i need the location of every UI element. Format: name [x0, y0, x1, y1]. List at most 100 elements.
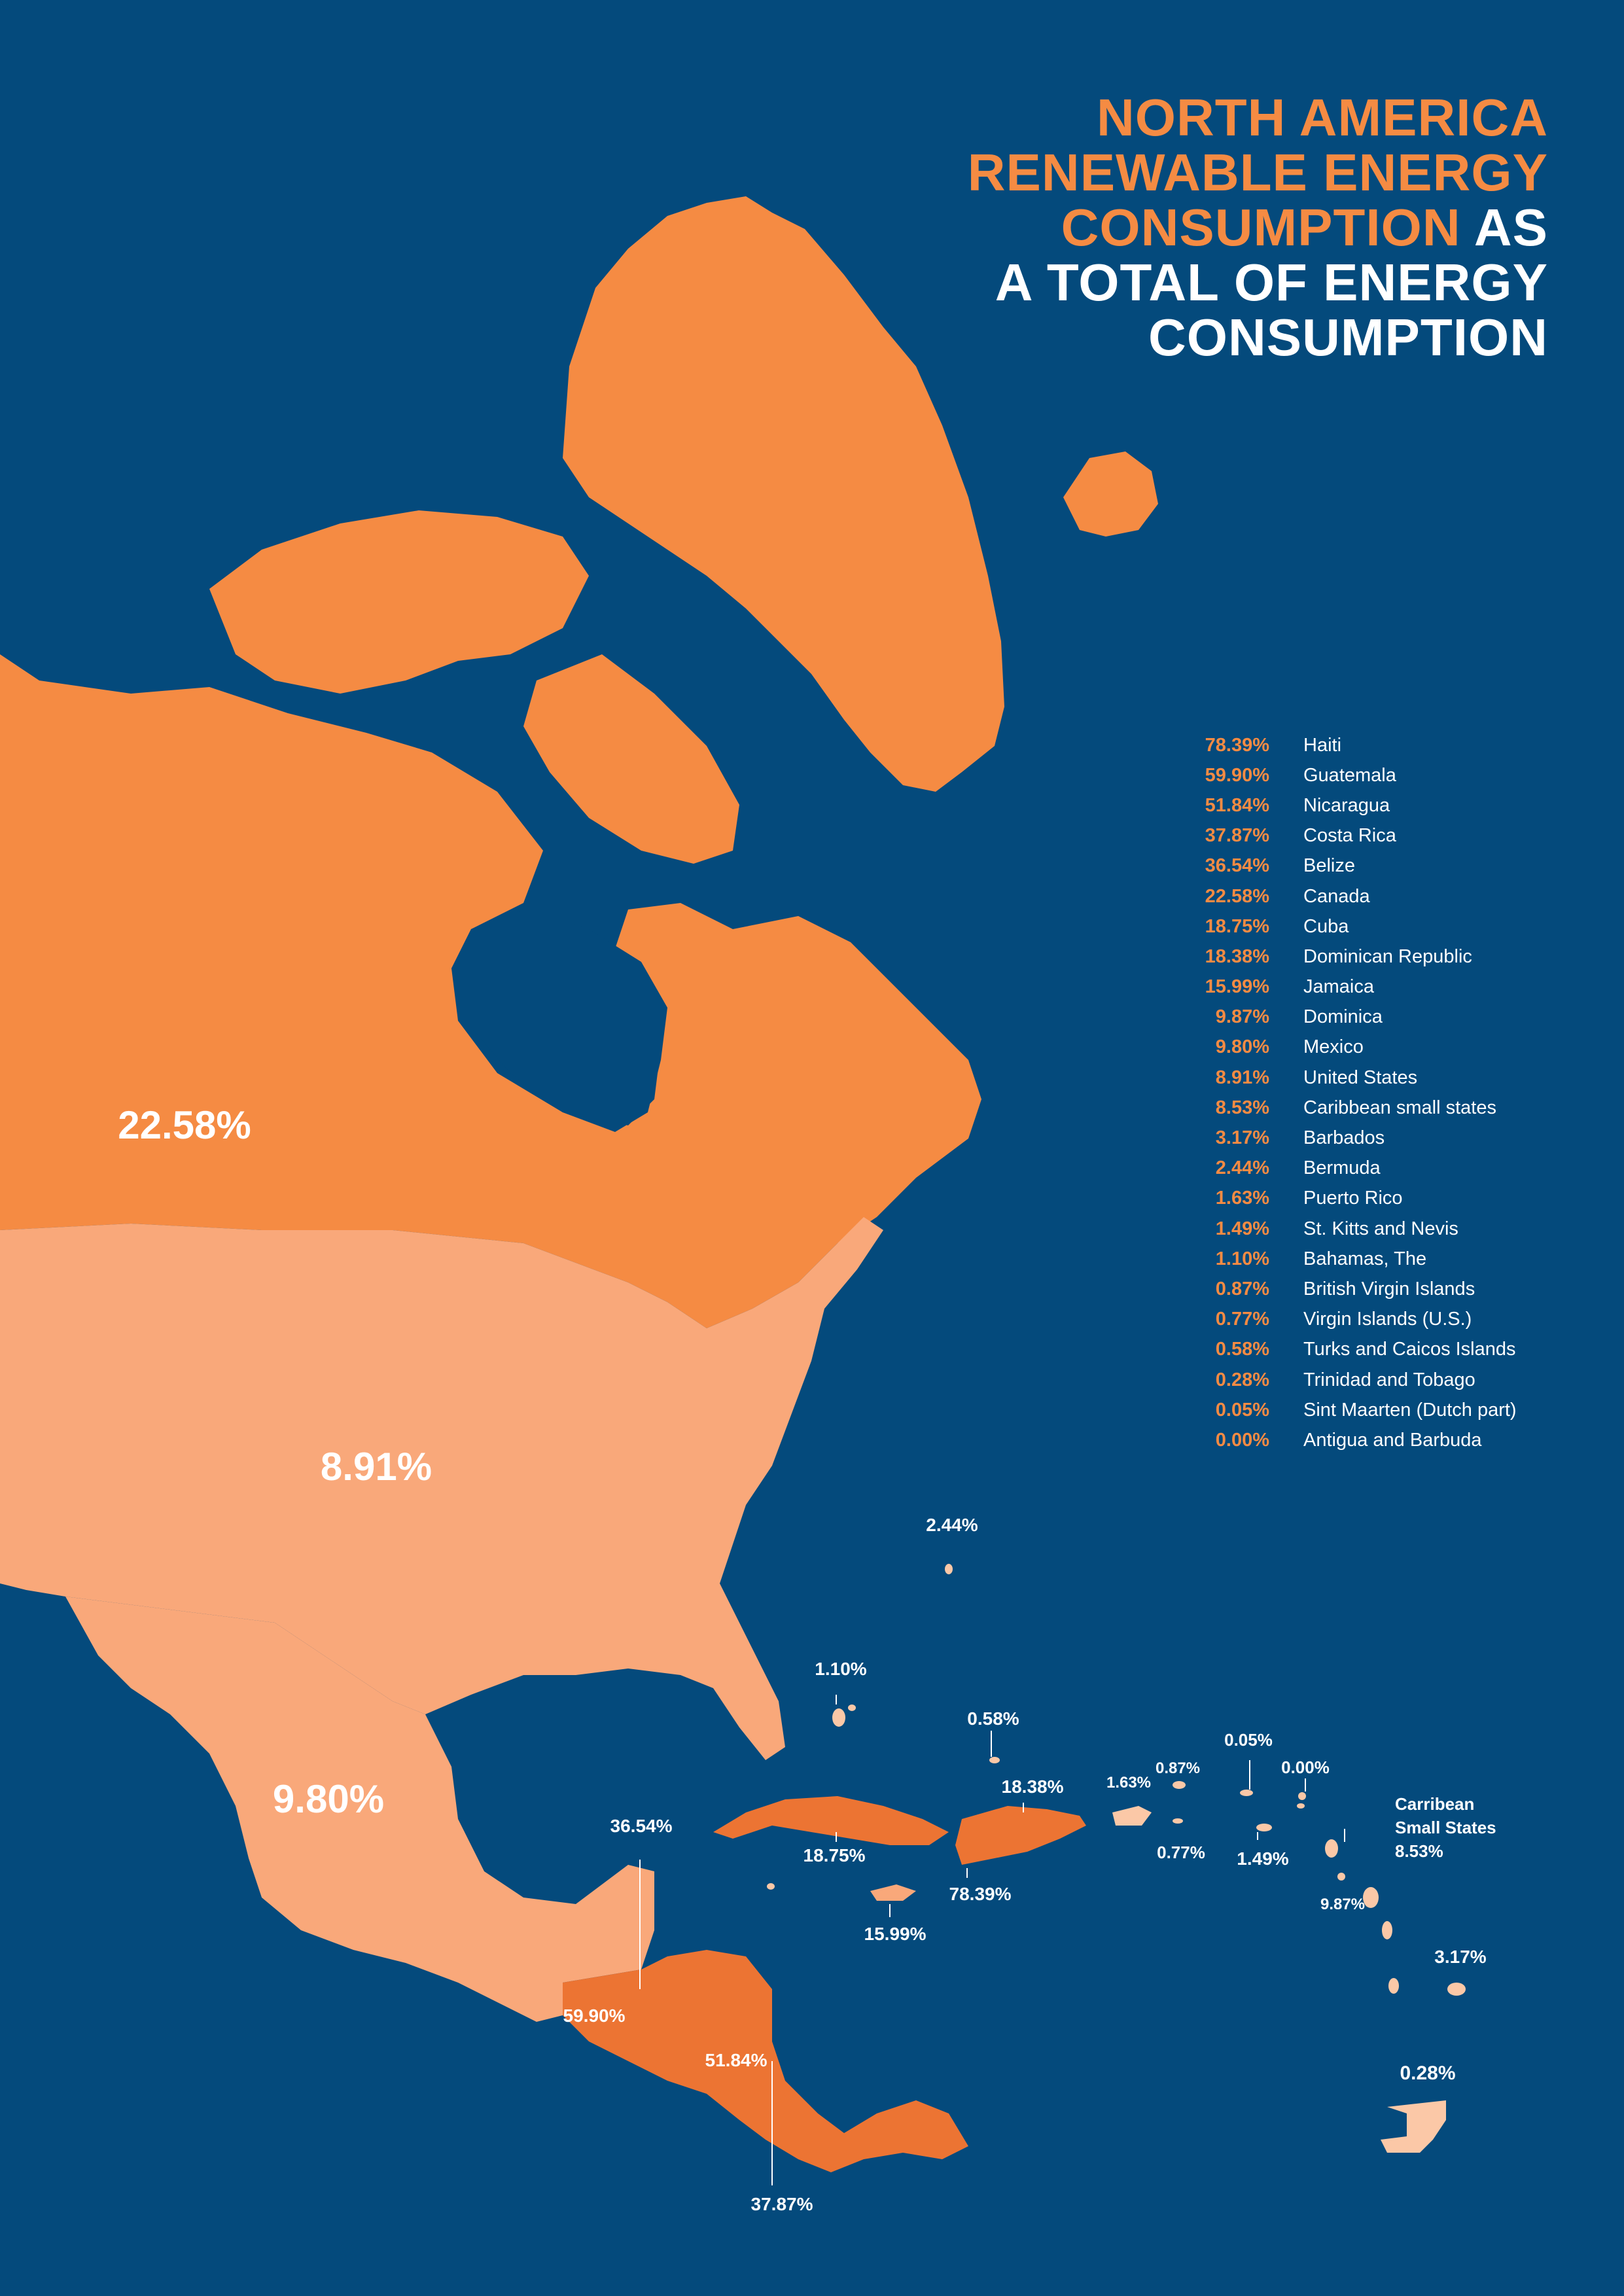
legend-value: 15.99%	[1205, 976, 1269, 998]
legend-value: 0.77%	[1215, 1309, 1269, 1330]
title-line-3-white: AS	[1460, 198, 1548, 256]
title-line-1: NORTH AMERICA	[1097, 88, 1548, 147]
legend-row: 37.87% Costa Rica	[1165, 821, 1517, 851]
legend-country: Costa Rica	[1303, 825, 1396, 847]
arctic-islands-shape	[209, 510, 589, 694]
baffin-island-shape	[523, 654, 739, 864]
legend-country: Antigua and Barbuda	[1303, 1429, 1482, 1451]
legend-country: Caribbean small states	[1303, 1097, 1496, 1118]
label-belize: 36.54%	[610, 1816, 673, 1836]
legend-country: Virgin Islands (U.S.)	[1303, 1309, 1472, 1330]
legend-value: 1.49%	[1215, 1218, 1269, 1239]
cuba-shape	[713, 1796, 949, 1845]
legend-row: 15.99% Jamaica	[1165, 972, 1517, 1002]
leader-lines	[639, 1695, 1345, 2185]
legend-value: 0.05%	[1215, 1399, 1269, 1421]
legend-country: Trinidad and Tobago	[1303, 1369, 1475, 1390]
title-line-3: CONSUMPTION AS	[968, 200, 1548, 255]
legend-row: 8.53% Caribbean small states	[1165, 1093, 1517, 1123]
label-trinidad: 0.28%	[1400, 2062, 1455, 2084]
label-barbados: 3.17%	[1434, 1947, 1486, 1967]
title-line-2: RENEWABLE ENERGY	[967, 143, 1548, 202]
legend-row: 0.87% British Virgin Islands	[1165, 1274, 1517, 1304]
legend-country: Cuba	[1303, 915, 1349, 937]
legend-row: 36.54% Belize	[1165, 851, 1517, 881]
label-caribbean-small-states-value: 8.53%	[1395, 1841, 1443, 1861]
label-mexico: 9.80%	[273, 1777, 384, 1821]
label-caribbean-small-states-1: Carribean	[1395, 1794, 1474, 1814]
legend-row: 9.87% Dominica	[1165, 1002, 1517, 1033]
jamaica-shape	[870, 1884, 916, 1901]
label-canada: 22.58%	[118, 1103, 251, 1147]
mexico-shape	[65, 1597, 654, 2022]
legend-value: 18.38%	[1205, 945, 1269, 967]
label-guatemala: 59.90%	[563, 2005, 626, 2026]
legend-row: 0.77% Virgin Islands (U.S.)	[1165, 1305, 1517, 1335]
puerto-rico-shape	[1112, 1806, 1152, 1826]
legend-row: 0.28% Trinidad and Tobago	[1165, 1365, 1517, 1395]
legend-country: Bermuda	[1303, 1157, 1381, 1179]
label-cuba: 18.75%	[803, 1845, 866, 1865]
legend-value: 18.75%	[1205, 915, 1269, 937]
legend: 78.39% Haiti 59.90% Guatemala 51.84% Nicaragu…	[1165, 730, 1517, 1456]
hispaniola-shape	[955, 1806, 1086, 1865]
legend-value: 59.90%	[1205, 764, 1269, 786]
legend-row: 1.49% St. Kitts and Nevis	[1165, 1214, 1517, 1244]
label-nicaragua: 51.84%	[705, 2050, 768, 2070]
legend-country: Barbados	[1303, 1127, 1385, 1149]
legend-row: 18.38% Dominican Republic	[1165, 942, 1517, 972]
legend-country: Canada	[1303, 885, 1370, 907]
title-line-5: CONSUMPTION	[1148, 308, 1548, 366]
trinidad-shape	[1381, 2100, 1446, 2153]
label-caribbean-small-states-2: Small States	[1395, 1818, 1496, 1837]
legend-row: 0.05% Sint Maarten (Dutch part)	[1165, 1395, 1517, 1425]
legend-value: 37.87%	[1205, 825, 1269, 847]
label-sint-maarten: 0.05%	[1224, 1730, 1273, 1750]
label-puerto-rico: 1.63%	[1106, 1774, 1151, 1792]
label-bermuda: 2.44%	[926, 1515, 978, 1535]
usa-shape	[0, 1217, 883, 1760]
legend-row: 3.17% Barbados	[1165, 1123, 1517, 1153]
legend-country: Bahamas, The	[1303, 1248, 1427, 1269]
label-bahamas: 1.10%	[815, 1659, 866, 1679]
iceland-shape	[1063, 451, 1158, 537]
legend-row: 8.91% United States	[1165, 1063, 1517, 1093]
legend-value: 1.63%	[1215, 1188, 1269, 1209]
legend-value: 1.10%	[1215, 1248, 1269, 1269]
canada-shape	[0, 654, 981, 1328]
legend-row: 78.39% Haiti	[1165, 730, 1517, 760]
legend-value: 8.53%	[1215, 1097, 1269, 1118]
legend-row: 1.63% Puerto Rico	[1165, 1184, 1517, 1214]
legend-row: 0.00% Antigua and Barbuda	[1165, 1425, 1517, 1455]
greenland-shape	[563, 196, 1004, 792]
legend-value: 3.17%	[1215, 1127, 1269, 1149]
central-america-shape	[563, 1950, 968, 2172]
legend-row: 2.44% Bermuda	[1165, 1154, 1517, 1184]
legend-value: 78.39%	[1205, 734, 1269, 756]
legend-country: Turks and Caicos Islands	[1303, 1339, 1516, 1360]
legend-country: Haiti	[1303, 734, 1342, 756]
legend-country: Puerto Rico	[1303, 1188, 1403, 1209]
label-dominica: 9.87%	[1320, 1896, 1365, 1913]
label-costa-rica: 37.87%	[751, 2194, 813, 2214]
legend-row: 9.80% Mexico	[1165, 1033, 1517, 1063]
label-virgin-islands-us: 0.77%	[1157, 1843, 1205, 1862]
legend-row: 18.75% Cuba	[1165, 911, 1517, 942]
label-turks-caicos: 0.58%	[967, 1708, 1019, 1729]
title-line-3-orange: CONSUMPTION	[1061, 198, 1461, 256]
legend-value: 36.54%	[1205, 855, 1269, 877]
legend-country: Belize	[1303, 855, 1355, 877]
legend-value: 0.87%	[1215, 1278, 1269, 1299]
legend-country: Dominica	[1303, 1006, 1383, 1028]
legend-value: 9.80%	[1215, 1036, 1269, 1058]
legend-value: 0.28%	[1215, 1369, 1269, 1390]
legend-country: Guatemala	[1303, 764, 1396, 786]
legend-value: 0.58%	[1215, 1339, 1269, 1360]
legend-country: St. Kitts and Nevis	[1303, 1218, 1458, 1239]
legend-value: 0.00%	[1215, 1429, 1269, 1451]
legend-country: Nicaragua	[1303, 794, 1390, 816]
label-st-kitts: 1.49%	[1237, 1848, 1288, 1869]
page-title: NORTH AMERICA RENEWABLE ENERGY CONSUMPTI…	[968, 90, 1548, 365]
legend-row: 0.58% Turks and Caicos Islands	[1165, 1335, 1517, 1365]
